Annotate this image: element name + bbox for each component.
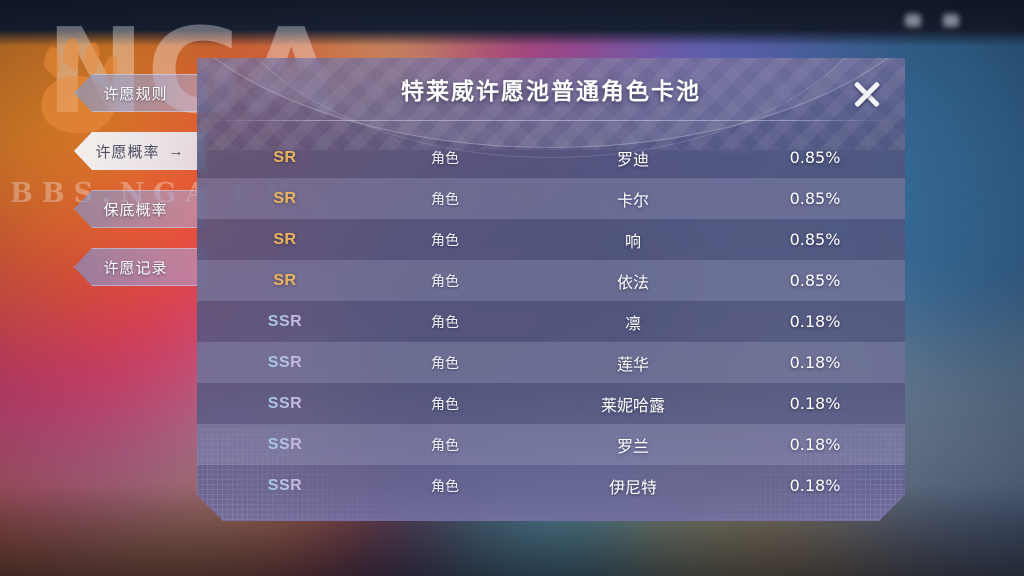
cell-name: 莲华 [616, 356, 649, 374]
cell-rarity: SR [273, 230, 297, 248]
rates-table: SR 角色 罗迪 0.85% SR 角色 卡尔 0.85% SR 角色 响 0.… [197, 137, 905, 506]
sidebar-item-label: 许愿记录 [103, 259, 168, 277]
sidebar-item-label: 许愿规则 [103, 85, 168, 103]
cell-type: 角色 [431, 477, 459, 494]
cell-rarity: SSR [209, 395, 361, 413]
table-row: SSR 角色 莱妮哈露 0.18% [197, 383, 905, 424]
background-status-icons [905, 14, 959, 27]
cell-rate: 0.18% [789, 435, 841, 454]
sidebar-item-wish-rates[interactable]: 许愿概率 → [74, 132, 206, 170]
cell-rarity: SR [273, 148, 297, 166]
cell-rarity: SSR [209, 436, 361, 454]
cell-type: 角色 [431, 436, 459, 453]
cell-rarity: SR [273, 189, 297, 207]
cell-name: 罗兰 [616, 438, 649, 456]
table-row: SR 角色 罗迪 0.85% [197, 137, 905, 178]
cell-rate: 0.85% [789, 271, 841, 290]
cell-type: 角色 [431, 395, 459, 412]
arrow-right-icon: → [168, 142, 185, 160]
table-row: SSR 角色 伊尼特 0.18% [197, 465, 905, 506]
cell-type: 角色 [431, 231, 459, 248]
background-top-bar [0, 0, 1024, 46]
cell-rate: 0.85% [789, 148, 841, 167]
cell-rarity: SR [273, 271, 297, 289]
cell-rarity: SSR [209, 477, 361, 495]
cell-name: 莱妮哈露 [600, 397, 665, 415]
table-row: SR 角色 依法 0.85% [197, 260, 905, 301]
cell-rate: 0.18% [789, 312, 841, 331]
status-icon-2 [943, 14, 959, 27]
table-row: SSR 角色 莲华 0.18% [197, 342, 905, 383]
dialog-divider [203, 120, 899, 121]
table-row: SSR 角色 罗兰 0.18% [197, 424, 905, 465]
cell-rate: 0.18% [789, 476, 841, 495]
cell-name: 卡尔 [616, 192, 649, 210]
cell-type: 角色 [431, 190, 459, 207]
close-icon[interactable] [847, 74, 887, 114]
cell-rate: 0.85% [789, 189, 841, 208]
cell-name: 罗迪 [616, 151, 649, 169]
sidebar-item-wish-history[interactable]: 许愿记录 [74, 248, 206, 286]
sidebar-item-label: 许愿概率 [95, 143, 160, 161]
cell-name: 依法 [616, 274, 649, 292]
cell-type: 角色 [431, 313, 459, 330]
cell-name: 响 [624, 233, 641, 251]
dialog-corner-grid-left [197, 429, 427, 521]
table-row: SR 角色 响 0.85% [197, 219, 905, 260]
status-icon-1 [905, 14, 921, 27]
sidebar-item-label: 保底概率 [103, 201, 168, 219]
dialog-header: 特莱威许愿池普通角色卡池 [197, 58, 905, 120]
dialog-corner-grid-right [675, 429, 905, 521]
table-row: SR 角色 卡尔 0.85% [197, 178, 905, 219]
table-row: SSR 角色 凛 0.18% [197, 301, 905, 342]
sidebar-tabs: 许愿规则 许愿概率 → 保底概率 许愿记录 [74, 74, 206, 306]
cell-type: 角色 [431, 354, 459, 371]
gacha-rates-dialog: 特莱威许愿池普通角色卡池 SR 角色 罗迪 0.85% SR 角色 卡尔 0.8… [197, 58, 905, 521]
cell-name: 凛 [624, 315, 641, 333]
cell-rarity: SSR [209, 313, 361, 331]
sidebar-item-pity-rates[interactable]: 保底概率 [74, 190, 206, 228]
cell-rate: 0.85% [789, 230, 841, 249]
cell-name: 伊尼特 [608, 479, 657, 497]
cell-type: 角色 [431, 149, 459, 166]
cell-rarity: SSR [209, 354, 361, 372]
cell-rate: 0.18% [789, 353, 841, 372]
sidebar-item-wish-rules[interactable]: 许愿规则 [74, 74, 206, 112]
cell-type: 角色 [431, 272, 459, 289]
cell-rate: 0.18% [789, 394, 841, 413]
page-title: 特莱威许愿池普通角色卡池 [401, 78, 701, 104]
